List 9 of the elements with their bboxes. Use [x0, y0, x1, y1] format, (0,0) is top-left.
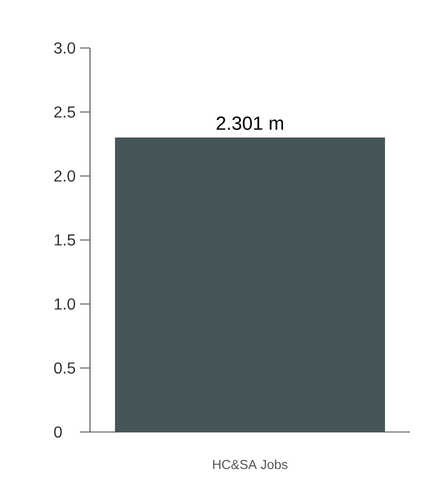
- y-tick-label: 0.5: [54, 362, 76, 374]
- x-tick-label: HC&SA Jobs: [213, 460, 288, 470]
- y-tick-label: 3.0: [54, 42, 76, 54]
- y-tick-label: 2.5: [54, 106, 76, 118]
- y-tick-label: 0: [54, 426, 62, 438]
- y-tick-label: 1.5: [54, 234, 76, 246]
- y-tick-label: 2.0: [54, 170, 76, 182]
- y-tick-label: 1.0: [54, 298, 76, 310]
- data-label: 2.301 m: [216, 116, 284, 130]
